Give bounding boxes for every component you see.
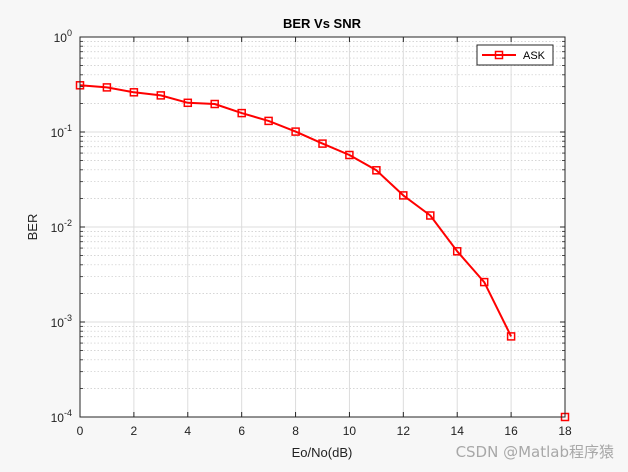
data-point-marker [129, 88, 139, 97]
y-tick-label: 10-2 [51, 218, 72, 235]
data-point-marker [210, 99, 219, 109]
data-point-marker [399, 191, 408, 200]
legend-marker-sample [494, 50, 504, 60]
y-axis-label: BER [25, 214, 40, 241]
y-tick-exponent: -1 [64, 123, 72, 133]
y-tick-base: 10 [51, 126, 65, 140]
data-point-marker [291, 127, 300, 136]
x-tick-label: 10 [343, 424, 357, 438]
data-point-marker [264, 116, 273, 126]
y-tick-exponent: -4 [64, 408, 72, 418]
x-tick-labels: 0 2 4 6 8 10 12 14 16 18 [77, 424, 572, 438]
y-tick-label: 10-4 [51, 408, 72, 425]
data-point-marker [506, 332, 516, 341]
y-tick-exponent: 0 [67, 28, 72, 38]
legend-label: ASK [523, 50, 546, 62]
data-point-marker [156, 91, 166, 100]
x-tick-label: 16 [504, 424, 518, 438]
x-tick-label: 14 [451, 424, 465, 438]
x-tick-label: 18 [558, 424, 572, 438]
y-tick-base: 10 [54, 31, 68, 45]
data-point-marker [345, 150, 354, 160]
data-point-marker [479, 277, 489, 287]
x-tick-label: 12 [397, 424, 411, 438]
y-tick-label: 100 [54, 28, 72, 45]
data-point-marker [426, 211, 435, 220]
x-tick-label: 4 [184, 424, 191, 438]
data-point-marker [237, 108, 246, 118]
y-tick-base: 10 [51, 316, 65, 330]
data-point-marker [183, 98, 193, 108]
series-line-ask [79, 84, 512, 337]
data-point-marker [102, 83, 112, 92]
data-point-marker [372, 166, 381, 175]
y-tick-base: 10 [51, 221, 65, 235]
data-point-marker [318, 139, 327, 148]
chart-title: BER Vs SNR [283, 16, 362, 31]
x-tick-label: 6 [238, 424, 245, 438]
y-tick-label: 10-3 [51, 313, 72, 330]
x-tick-label: 2 [131, 424, 138, 438]
data-point-marker [452, 247, 462, 256]
y-tick-label: 10-1 [51, 123, 72, 140]
tick-marks [79, 36, 566, 418]
x-tick-label: 8 [292, 424, 299, 438]
legend: ASK [476, 44, 554, 66]
watermark: CSDN @Matlab程序猿 [455, 443, 614, 461]
y-tick-exponent: -2 [64, 218, 72, 228]
series-layer [75, 81, 570, 422]
y-tick-exponent: -3 [64, 313, 72, 323]
x-axis-label: Eo/No(dB) [292, 445, 353, 460]
y-tick-base: 10 [51, 411, 65, 425]
x-tick-label: 0 [77, 424, 84, 438]
